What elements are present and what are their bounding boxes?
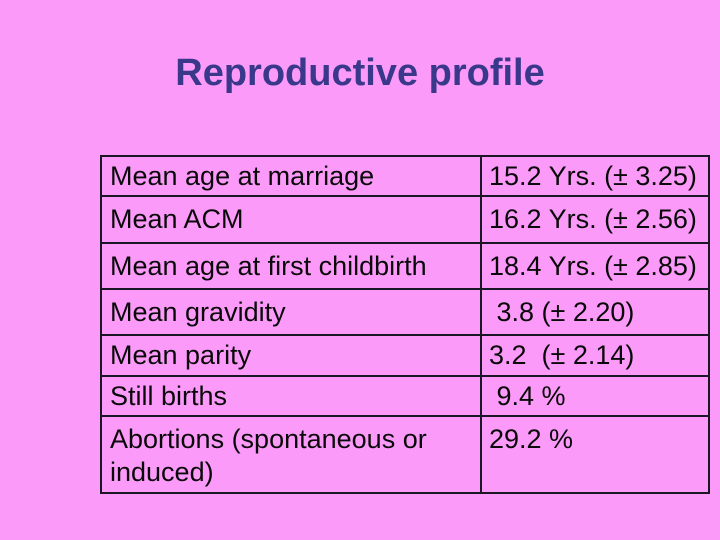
row-label: Mean gravidity bbox=[102, 290, 482, 334]
row-label: Mean age at marriage bbox=[102, 157, 482, 195]
reproductive-profile-table: Mean age at marriage 15.2 Yrs. (± 3.25) … bbox=[100, 155, 710, 494]
row-label: Abortions (spontaneous or induced) bbox=[102, 417, 482, 492]
table-row: Mean age at first childbirth 18.4 Yrs. (… bbox=[102, 244, 708, 290]
table-row: Mean age at marriage 15.2 Yrs. (± 3.25) bbox=[102, 157, 708, 197]
row-value: 15.2 Yrs. (± 3.25) bbox=[489, 160, 697, 191]
row-label: Mean parity bbox=[102, 336, 482, 375]
row-label: Mean ACM bbox=[102, 197, 482, 242]
table-row: Still births 9.4 % bbox=[102, 377, 708, 417]
row-value: 9.4 % bbox=[489, 380, 566, 411]
row-value: 3.2 (± 2.14) bbox=[489, 340, 635, 371]
slide-title: Reproductive profile bbox=[175, 52, 545, 94]
row-value: 18.4 Yrs. (± 2.85) bbox=[489, 250, 697, 281]
table-row: Mean gravidity 3.8 (± 2.20) bbox=[102, 290, 708, 336]
row-value: 29.2 % bbox=[489, 424, 574, 454]
table-row: Abortions (spontaneous or induced) 29.2 … bbox=[102, 417, 708, 492]
table-row: Mean ACM 16.2 Yrs. (± 2.56) bbox=[102, 197, 708, 244]
row-value: 16.2 Yrs. (± 2.56) bbox=[489, 204, 697, 235]
row-label: Still births bbox=[102, 377, 482, 415]
row-value: 3.8 (± 2.20) bbox=[489, 296, 635, 327]
row-label: Mean age at first childbirth bbox=[102, 244, 482, 288]
table-row: Mean parity 3.2 (± 2.14) bbox=[102, 336, 708, 377]
